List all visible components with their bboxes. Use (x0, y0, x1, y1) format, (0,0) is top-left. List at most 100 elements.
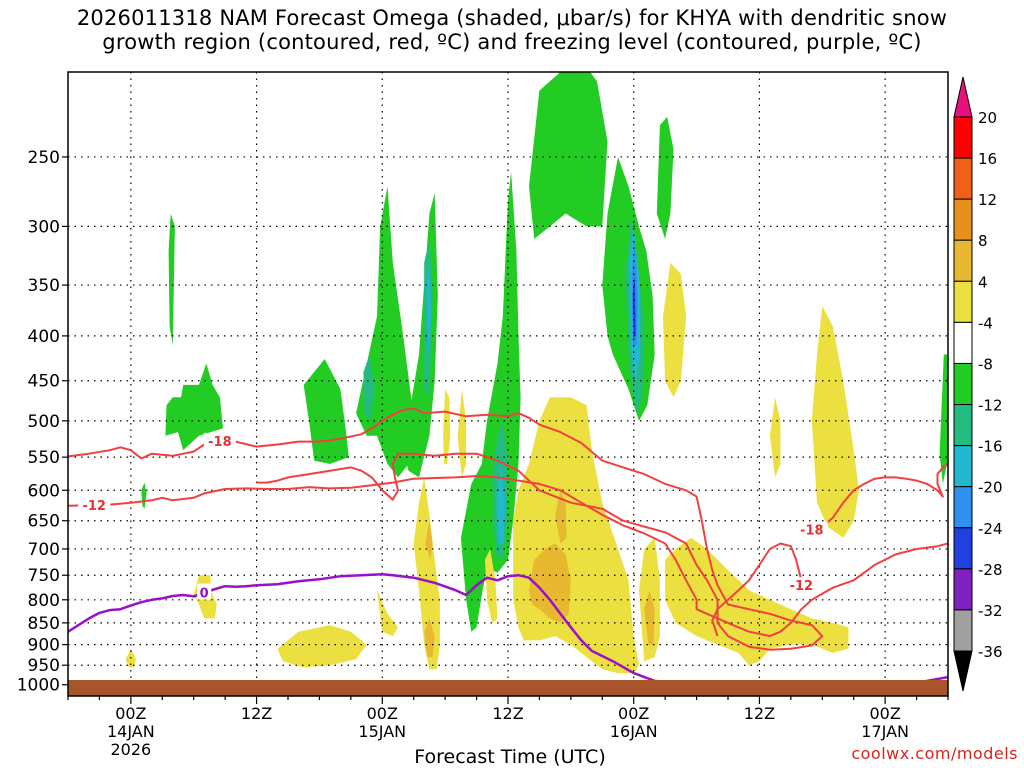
x-tick-label-6: 00Z (115, 704, 146, 723)
omega-region-32 (811, 306, 859, 538)
colorbar-box-4 (953, 280, 973, 323)
y-axis: 2503003504004505005506006507007508008509… (17, 148, 68, 696)
colorbar-label-3: 8 (978, 232, 988, 250)
dgz-label-bg-2 (785, 577, 818, 593)
omega-region-34 (529, 543, 571, 623)
colorbar-box-9 (953, 486, 973, 529)
x-date-label-78: 17JAN (861, 722, 909, 741)
freezing-label-bg (197, 583, 212, 600)
y-tick-label-850: 850 (28, 614, 60, 634)
y-tick-label-650: 650 (28, 512, 60, 532)
colorbar-label-9: -20 (978, 479, 1003, 497)
x-date-label-6: 14JAN (107, 722, 155, 741)
dgz-label-3: -18 (800, 523, 824, 538)
omega-region-8 (656, 116, 674, 239)
y-tick-label-750: 750 (28, 566, 60, 586)
dgz-label-0: -18 (208, 435, 232, 450)
y-tick-label-350: 350 (28, 276, 60, 296)
omega-region-24 (413, 477, 440, 670)
x-tick-label-42: 12Z (492, 704, 523, 723)
omega-region-15 (426, 262, 432, 355)
omega-region-25 (443, 389, 451, 464)
colorbar-box-1 (953, 157, 973, 200)
x-tick-label-54: 00Z (618, 704, 649, 723)
colorbar-label-12: -32 (978, 602, 1003, 620)
y-tick-label-300: 300 (28, 217, 60, 237)
colorbar-box-11 (953, 568, 973, 611)
colorbar-label-1: 16 (978, 150, 997, 168)
x-tick-label-78: 00Z (869, 704, 900, 723)
y-tick-label-900: 900 (28, 636, 60, 656)
colorbar-box-2 (953, 198, 973, 241)
dgz-contour-2 (711, 542, 803, 637)
omega-region-9 (939, 354, 948, 484)
y-tick-label-1000: 1000 (17, 676, 60, 696)
colorbar-label-2: 12 (978, 191, 997, 209)
y-tick-label-400: 400 (28, 327, 60, 347)
dgz-label-1: -12 (82, 499, 106, 514)
y-tick-label-800: 800 (28, 591, 60, 611)
freezing-label: 0 (200, 587, 209, 602)
colorbar-box-7 (953, 404, 973, 447)
contour-labels: -18 -12 -12 -18 0 (78, 432, 828, 602)
omega-region-30 (663, 262, 687, 398)
colorbar-label-7: -12 (978, 397, 1003, 415)
x-date-label-54: 16JAN (610, 722, 658, 741)
omega-region-38 (425, 520, 433, 560)
y-tick-label-600: 600 (28, 481, 60, 501)
dgz-label-bg-3 (795, 521, 828, 537)
y-tick-label-250: 250 (28, 148, 60, 168)
omega-region-36 (555, 490, 567, 544)
chart-title-line-1: 2026011318 NAM Forecast Omega (shaded, μ… (76, 6, 948, 30)
omega-region-35 (424, 618, 435, 658)
x-tick-label-18: 12Z (241, 704, 272, 723)
omega-region-0 (165, 363, 223, 451)
freezing-level-contour (68, 572, 948, 686)
omega-region-26 (457, 389, 467, 478)
colorbar-top-arrow (953, 76, 973, 118)
omega-region-2 (303, 359, 349, 464)
omega-region-31 (665, 537, 849, 666)
omega-region-1 (168, 213, 175, 346)
colorbar-label-5: -4 (978, 314, 993, 332)
omega-region-6 (529, 72, 608, 239)
colorbar-box-10 (953, 527, 973, 570)
colorbar-label-11: -28 (978, 561, 1003, 579)
colorbar-label-13: -36 (978, 643, 1003, 661)
y-tick-label-450: 450 (28, 372, 60, 392)
dgz-label-bg-0 (203, 432, 236, 448)
omega-region-37 (644, 590, 655, 645)
colorbar-box-last (953, 609, 973, 652)
chart-title: 2026011318 NAM Forecast Omega (shaded, μ… (0, 6, 1024, 54)
y-tick-label-550: 550 (28, 448, 60, 468)
dgz-contour-3 (801, 463, 948, 531)
colorbar-label-10: -24 (978, 520, 1003, 538)
dgz-label-bg-1 (78, 497, 111, 513)
colorbar-label-8: -16 (978, 438, 1003, 456)
dgz-contour-1 (68, 475, 948, 638)
colorbar-bottom-arrow (953, 650, 973, 692)
colorbar-box-0 (953, 116, 973, 159)
omega-shading (125, 72, 948, 674)
omega-region-16 (496, 464, 505, 544)
x-date-label-30: 15JAN (358, 722, 406, 741)
grid-lines (68, 72, 948, 696)
colorbar-box-3 (953, 239, 973, 282)
omega-region-11 (363, 354, 375, 421)
colorbar-label-4: 4 (978, 273, 988, 291)
omega-region-27 (485, 549, 498, 623)
colorbar-label-6: -8 (978, 355, 993, 373)
colorbar-label-0: 20 (978, 109, 997, 127)
y-tick-label-500: 500 (28, 412, 60, 432)
x-tick-label-30: 00Z (367, 704, 398, 723)
terrain-strip (68, 680, 948, 696)
chart-title-line-2: growth region (contoured, red, ºC) and f… (102, 30, 922, 54)
x-tick-label-66: 12Z (744, 704, 775, 723)
dgz-contour-0 (68, 407, 824, 651)
x-axis-title: Forecast Time (UTC) (414, 746, 606, 768)
contour-lines (68, 407, 948, 686)
omega-region-22 (277, 625, 367, 668)
y-tick-label-950: 950 (28, 656, 60, 676)
